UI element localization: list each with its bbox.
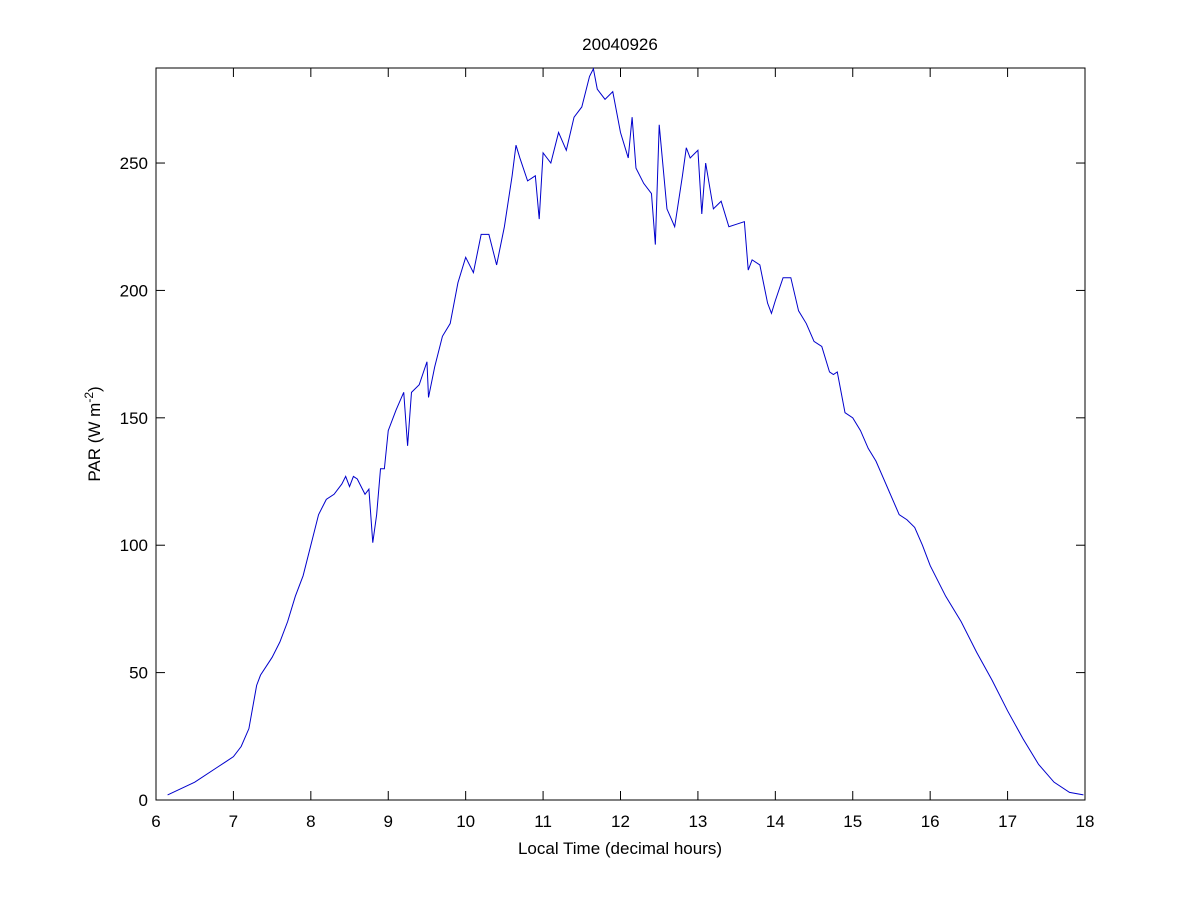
chart-title: 20040926 — [582, 35, 658, 54]
x-tick-label: 11 — [534, 812, 552, 831]
y-axis-label-sup: -2 — [82, 392, 96, 403]
x-tick-label: 10 — [456, 812, 475, 831]
x-tick-label: 13 — [688, 812, 707, 831]
x-tick-label: 17 — [998, 812, 1017, 831]
y-tick-label: 100 — [120, 536, 148, 555]
y-tick-label: 50 — [129, 664, 148, 683]
x-tick-label: 8 — [306, 812, 315, 831]
x-tick-label: 6 — [151, 812, 160, 831]
x-tick-label: 14 — [766, 812, 785, 831]
x-tick-label: 12 — [611, 812, 630, 831]
x-tick-label: 15 — [843, 812, 862, 831]
x-tick-label: 9 — [384, 812, 393, 831]
y-axis-label-end: ) — [85, 386, 104, 392]
y-tick-label: 0 — [139, 791, 148, 810]
plot-frame — [155, 67, 1086, 801]
y-tick-label: 250 — [120, 154, 148, 173]
x-tick-label: 18 — [1076, 812, 1095, 831]
y-tick-label: 200 — [120, 281, 148, 300]
data-line — [167, 67, 1084, 796]
y-axis-label-main: PAR (W m — [85, 403, 104, 482]
y-axis-label: PAR (W m-2) — [82, 386, 104, 481]
y-tick-label: 150 — [120, 409, 148, 428]
x-tick-label: 7 — [229, 812, 238, 831]
x-tick-label: 16 — [921, 812, 940, 831]
x-axis-label: Local Time (decimal hours) — [518, 839, 722, 858]
